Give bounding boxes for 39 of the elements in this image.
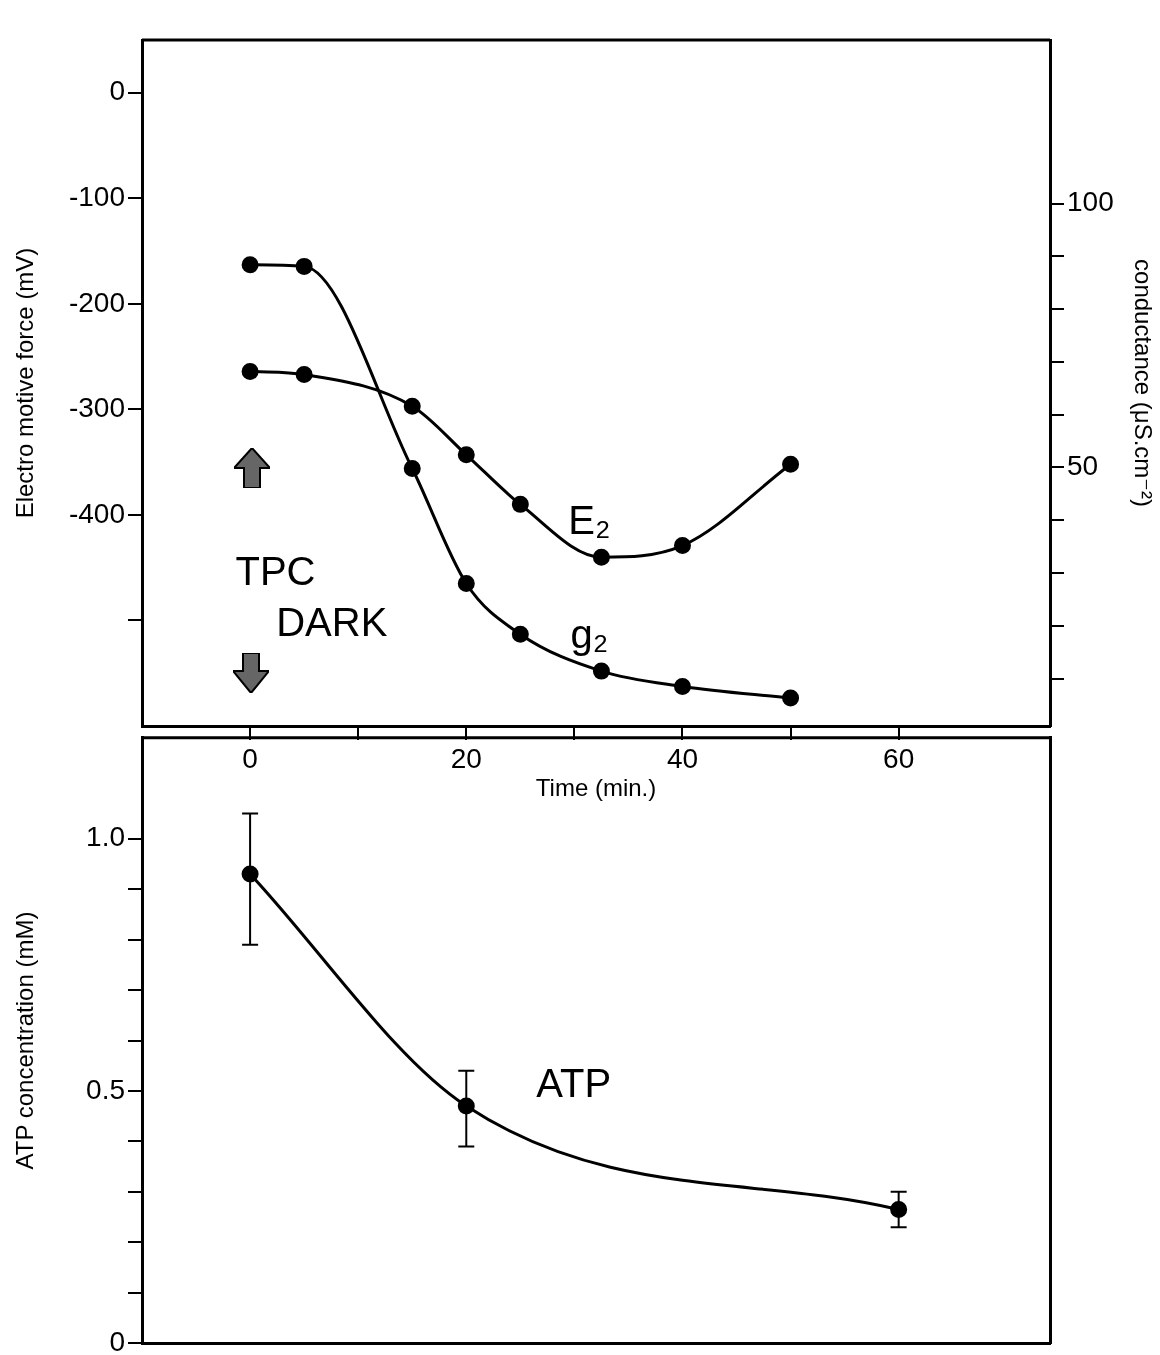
point xyxy=(403,397,421,415)
x-axis-title: Time (min.) xyxy=(535,774,657,802)
y-axis-title: ATP concentration (mM) xyxy=(11,911,39,1170)
annotation: DARK xyxy=(276,600,388,645)
point xyxy=(241,256,259,274)
series-label: ATP xyxy=(536,1061,612,1106)
point xyxy=(403,459,421,477)
point xyxy=(457,446,475,464)
y-tick-label: -200 xyxy=(68,286,125,318)
x-tick-label: 40 xyxy=(666,742,699,774)
y-tick-label: 0 xyxy=(109,1325,125,1355)
y-tick-label: 0.5 xyxy=(86,1073,125,1105)
point xyxy=(782,455,800,473)
point xyxy=(295,366,313,384)
y-tick-label: 1.0 xyxy=(86,821,125,853)
x-tick-label: 60 xyxy=(883,742,915,774)
y2-tick-label: 100 xyxy=(1067,186,1114,218)
point xyxy=(241,362,259,380)
y-tick-label: -100 xyxy=(68,181,125,213)
annotation: TPC xyxy=(235,548,316,593)
point xyxy=(457,575,475,593)
point xyxy=(673,677,691,695)
y2-tick-label: 50 xyxy=(1067,450,1099,482)
series-label: E₂ xyxy=(568,498,611,543)
point xyxy=(782,689,800,707)
point xyxy=(511,495,529,513)
point xyxy=(592,548,610,566)
x-tick-label: 0 xyxy=(242,742,258,774)
y-tick-label: -300 xyxy=(68,392,125,424)
point xyxy=(673,537,691,555)
point xyxy=(511,625,529,643)
y-tick-label: -400 xyxy=(68,497,125,529)
series-label: g₂ xyxy=(570,612,609,657)
point xyxy=(592,662,610,680)
x-tick-label: 20 xyxy=(450,742,482,774)
y-axis-title: Electro motive force (mV) xyxy=(11,247,39,519)
point xyxy=(295,257,313,275)
y2-axis-title: conductance (μS.cm⁻²) xyxy=(1129,259,1157,507)
y-tick-label: 0 xyxy=(109,75,125,107)
